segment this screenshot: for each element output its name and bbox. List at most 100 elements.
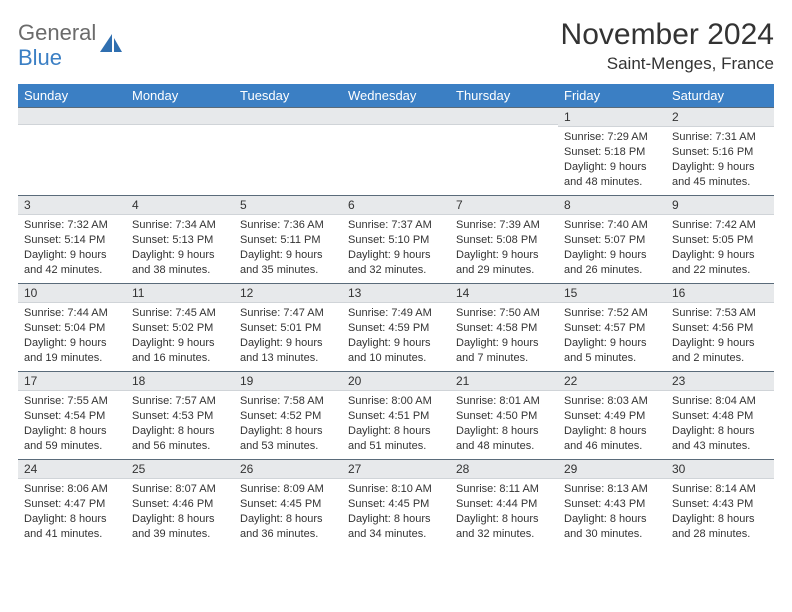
- sunset-line: Sunset: 5:04 PM: [24, 321, 120, 336]
- day-number: 23: [666, 371, 774, 391]
- day-details: Sunrise: 7:50 AMSunset: 4:58 PMDaylight:…: [450, 303, 558, 368]
- calendar-week: 1Sunrise: 7:29 AMSunset: 5:18 PMDaylight…: [18, 107, 774, 195]
- calendar-page: General Blue November 2024 Saint-Menges,…: [0, 0, 792, 557]
- daylight-line: Daylight: 9 hours and 45 minutes.: [672, 160, 768, 190]
- calendar-cell: 21Sunrise: 8:01 AMSunset: 4:50 PMDayligh…: [450, 371, 558, 459]
- sunset-line: Sunset: 5:07 PM: [564, 233, 660, 248]
- day-details: Sunrise: 8:09 AMSunset: 4:45 PMDaylight:…: [234, 479, 342, 544]
- day-details: Sunrise: 8:06 AMSunset: 4:47 PMDaylight:…: [18, 479, 126, 544]
- day-header: Friday: [558, 84, 666, 107]
- day-number: 7: [450, 195, 558, 215]
- calendar-cell: 25Sunrise: 8:07 AMSunset: 4:46 PMDayligh…: [126, 459, 234, 547]
- daylight-line: Daylight: 8 hours and 34 minutes.: [348, 512, 444, 542]
- day-number: 16: [666, 283, 774, 303]
- brand-text: General Blue: [18, 22, 96, 71]
- daylight-line: Daylight: 9 hours and 5 minutes.: [564, 336, 660, 366]
- day-header-row: SundayMondayTuesdayWednesdayThursdayFrid…: [18, 84, 774, 107]
- daylight-line: Daylight: 9 hours and 2 minutes.: [672, 336, 768, 366]
- sunrise-line: Sunrise: 8:14 AM: [672, 482, 768, 497]
- sunrise-line: Sunrise: 7:40 AM: [564, 218, 660, 233]
- sunset-line: Sunset: 4:45 PM: [240, 497, 336, 512]
- daylight-line: Daylight: 8 hours and 32 minutes.: [456, 512, 552, 542]
- day-number: 26: [234, 459, 342, 479]
- calendar-cell: 27Sunrise: 8:10 AMSunset: 4:45 PMDayligh…: [342, 459, 450, 547]
- calendar-cell: 30Sunrise: 8:14 AMSunset: 4:43 PMDayligh…: [666, 459, 774, 547]
- sunset-line: Sunset: 5:01 PM: [240, 321, 336, 336]
- day-header: Wednesday: [342, 84, 450, 107]
- day-details: Sunrise: 7:49 AMSunset: 4:59 PMDaylight:…: [342, 303, 450, 368]
- daylight-line: Daylight: 9 hours and 48 minutes.: [564, 160, 660, 190]
- sunrise-line: Sunrise: 7:29 AM: [564, 130, 660, 145]
- sunset-line: Sunset: 5:10 PM: [348, 233, 444, 248]
- daylight-line: Daylight: 9 hours and 38 minutes.: [132, 248, 228, 278]
- sunrise-line: Sunrise: 8:00 AM: [348, 394, 444, 409]
- calendar-cell: 7Sunrise: 7:39 AMSunset: 5:08 PMDaylight…: [450, 195, 558, 283]
- sunrise-line: Sunrise: 7:52 AM: [564, 306, 660, 321]
- day-number: 18: [126, 371, 234, 391]
- sunrise-line: Sunrise: 8:11 AM: [456, 482, 552, 497]
- calendar-cell: 24Sunrise: 8:06 AMSunset: 4:47 PMDayligh…: [18, 459, 126, 547]
- daylight-line: Daylight: 8 hours and 39 minutes.: [132, 512, 228, 542]
- day-details: Sunrise: 7:52 AMSunset: 4:57 PMDaylight:…: [558, 303, 666, 368]
- sunrise-line: Sunrise: 8:04 AM: [672, 394, 768, 409]
- day-number: 27: [342, 459, 450, 479]
- calendar-cell: 16Sunrise: 7:53 AMSunset: 4:56 PMDayligh…: [666, 283, 774, 371]
- sunrise-line: Sunrise: 7:53 AM: [672, 306, 768, 321]
- sunset-line: Sunset: 5:13 PM: [132, 233, 228, 248]
- sunset-line: Sunset: 4:47 PM: [24, 497, 120, 512]
- calendar-cell: 17Sunrise: 7:55 AMSunset: 4:54 PMDayligh…: [18, 371, 126, 459]
- calendar-cell: [450, 107, 558, 195]
- sunrise-line: Sunrise: 8:10 AM: [348, 482, 444, 497]
- calendar-cell: 29Sunrise: 8:13 AMSunset: 4:43 PMDayligh…: [558, 459, 666, 547]
- daylight-line: Daylight: 8 hours and 36 minutes.: [240, 512, 336, 542]
- daylight-line: Daylight: 9 hours and 22 minutes.: [672, 248, 768, 278]
- day-details: [18, 125, 126, 131]
- day-header: Thursday: [450, 84, 558, 107]
- sunset-line: Sunset: 5:16 PM: [672, 145, 768, 160]
- sunset-line: Sunset: 4:52 PM: [240, 409, 336, 424]
- daylight-line: Daylight: 9 hours and 42 minutes.: [24, 248, 120, 278]
- day-number: 1: [558, 107, 666, 127]
- day-header: Monday: [126, 84, 234, 107]
- sail-icon: [98, 32, 124, 61]
- sunrise-line: Sunrise: 7:34 AM: [132, 218, 228, 233]
- calendar-cell: 9Sunrise: 7:42 AMSunset: 5:05 PMDaylight…: [666, 195, 774, 283]
- day-number: 11: [126, 283, 234, 303]
- day-number: 17: [18, 371, 126, 391]
- day-details: Sunrise: 7:58 AMSunset: 4:52 PMDaylight:…: [234, 391, 342, 456]
- day-details: Sunrise: 7:39 AMSunset: 5:08 PMDaylight:…: [450, 215, 558, 280]
- calendar-cell: 8 Sunrise: 7:40 AMSunset: 5:07 PMDaylight…: [558, 195, 666, 283]
- day-details: Sunrise: 8:01 AMSunset: 4:50 PMDaylight:…: [450, 391, 558, 456]
- daylight-line: Daylight: 8 hours and 56 minutes.: [132, 424, 228, 454]
- sunset-line: Sunset: 4:53 PM: [132, 409, 228, 424]
- day-number: [234, 107, 342, 125]
- calendar-cell: 18Sunrise: 7:57 AMSunset: 4:53 PMDayligh…: [126, 371, 234, 459]
- day-number: 9: [666, 195, 774, 215]
- sunrise-line: Sunrise: 7:36 AM: [240, 218, 336, 233]
- calendar-body: 1Sunrise: 7:29 AMSunset: 5:18 PMDaylight…: [18, 107, 774, 547]
- day-details: Sunrise: 8:04 AMSunset: 4:48 PMDaylight:…: [666, 391, 774, 456]
- month-title: November 2024: [561, 18, 774, 52]
- day-number: 3: [18, 195, 126, 215]
- day-number: 29: [558, 459, 666, 479]
- day-details: Sunrise: 7:36 AMSunset: 5:11 PMDaylight:…: [234, 215, 342, 280]
- day-number: 8: [558, 195, 666, 215]
- daylight-line: Daylight: 9 hours and 26 minutes.: [564, 248, 660, 278]
- day-number: [18, 107, 126, 125]
- calendar-cell: [18, 107, 126, 195]
- sunset-line: Sunset: 4:48 PM: [672, 409, 768, 424]
- sunrise-line: Sunrise: 7:44 AM: [24, 306, 120, 321]
- sunset-line: Sunset: 5:11 PM: [240, 233, 336, 248]
- day-number: 4: [126, 195, 234, 215]
- day-details: Sunrise: 7:37 AMSunset: 5:10 PMDaylight:…: [342, 215, 450, 280]
- sunrise-line: Sunrise: 7:39 AM: [456, 218, 552, 233]
- calendar-cell: 15Sunrise: 7:52 AMSunset: 4:57 PMDayligh…: [558, 283, 666, 371]
- location-label: Saint-Menges, France: [561, 54, 774, 74]
- calendar-cell: 11Sunrise: 7:45 AMSunset: 5:02 PMDayligh…: [126, 283, 234, 371]
- daylight-line: Daylight: 8 hours and 43 minutes.: [672, 424, 768, 454]
- day-number: 19: [234, 371, 342, 391]
- day-number: 30: [666, 459, 774, 479]
- day-details: Sunrise: 7:34 AMSunset: 5:13 PMDaylight:…: [126, 215, 234, 280]
- sunrise-line: Sunrise: 7:50 AM: [456, 306, 552, 321]
- calendar-cell: 14Sunrise: 7:50 AMSunset: 4:58 PMDayligh…: [450, 283, 558, 371]
